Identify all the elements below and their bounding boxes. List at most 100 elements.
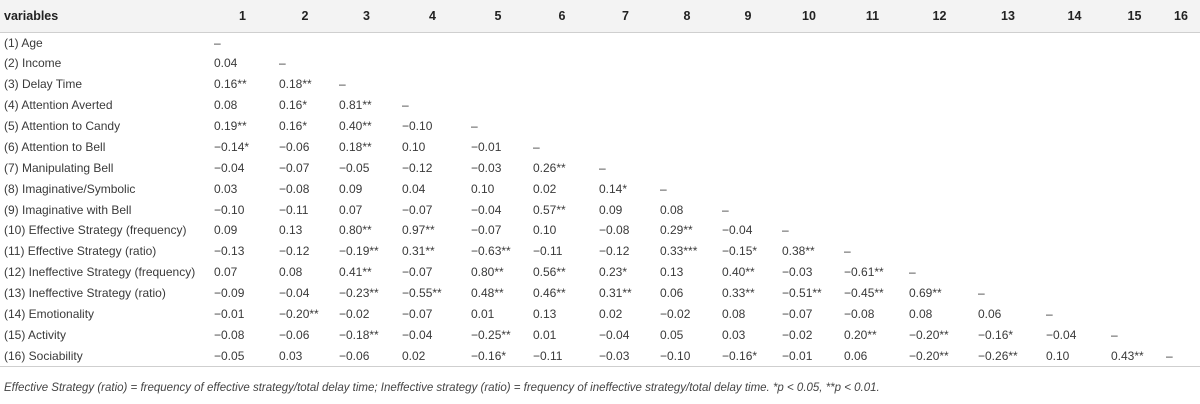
correlation-cell xyxy=(778,116,840,137)
correlation-cell xyxy=(718,74,778,95)
correlation-cell xyxy=(778,136,840,157)
correlation-cell xyxy=(275,32,335,53)
correlation-cell xyxy=(1042,136,1107,157)
correlation-cell: 0.97** xyxy=(402,223,435,238)
correlation-cell xyxy=(529,53,595,74)
correlation-cell xyxy=(1042,283,1107,304)
column-header-15: 15 xyxy=(1107,0,1162,33)
correlation-cell: 0.40** xyxy=(722,265,755,280)
correlation-cell: 0.02 xyxy=(398,345,467,367)
correlation-cell xyxy=(1162,74,1200,95)
correlation-cell xyxy=(905,53,974,74)
correlation-cell xyxy=(718,116,778,137)
variable-label: (2) Income xyxy=(4,56,62,71)
correlation-cell: −0.05 xyxy=(339,160,370,175)
correlation-cell xyxy=(529,95,595,116)
correlation-cell: 0.18** xyxy=(279,77,312,92)
correlation-cell xyxy=(905,136,974,157)
correlation-cell xyxy=(974,116,1042,137)
correlation-cell: – xyxy=(1111,327,1118,342)
variable-label: (10) Effective Strategy (frequency) xyxy=(4,223,187,238)
correlation-cell: 0.03 xyxy=(214,181,238,196)
correlation-cell xyxy=(656,136,718,157)
correlation-cell xyxy=(1107,178,1162,199)
correlation-cell xyxy=(595,136,656,157)
correlation-cell: 0.33** xyxy=(722,286,755,301)
correlation-cell xyxy=(718,53,778,74)
table-row: (7) Manipulating Bell −0.04 −0.07 −0.05 −0.1… xyxy=(0,157,1200,178)
correlation-cell: −0.04 xyxy=(214,160,245,175)
table-row: (9) Imaginative with Bell −0.10 −0.11 0.07 −… xyxy=(0,199,1200,220)
correlation-cell xyxy=(974,220,1042,241)
correlation-cell: 0.08 xyxy=(279,265,303,280)
correlation-cell: −0.23** xyxy=(339,286,379,301)
correlation-cell: 0.02 xyxy=(599,307,623,322)
column-header-4: 4 xyxy=(398,0,467,33)
correlation-cell: 0.31** xyxy=(402,244,435,259)
correlation-cell xyxy=(974,74,1042,95)
correlation-cell xyxy=(905,116,974,137)
correlation-cell xyxy=(1162,304,1200,325)
correlation-cell: 0.48** xyxy=(471,286,504,301)
correlation-cell: 0.06 xyxy=(840,345,905,367)
correlation-cell: – xyxy=(533,139,540,154)
table-row: (13) Ineffective Strategy (ratio) −0.09 −0… xyxy=(0,283,1200,304)
correlation-cell: −0.06 xyxy=(279,327,310,342)
correlation-cell xyxy=(718,95,778,116)
correlation-cell: 0.18** xyxy=(339,139,372,154)
correlation-cell: −0.16* xyxy=(978,327,1014,342)
correlation-cell: −0.06 xyxy=(335,345,398,367)
correlation-cell xyxy=(1107,283,1162,304)
correlation-cell: 0.09 xyxy=(599,202,623,217)
correlation-cell: −0.04 xyxy=(722,223,753,238)
correlation-cell: 0.38** xyxy=(782,244,815,259)
correlation-cell: 0.10 xyxy=(533,223,557,238)
correlation-cell: −0.16* xyxy=(718,345,778,367)
variable-label: (1) Age xyxy=(4,35,43,50)
correlation-cell: −0.20** xyxy=(909,327,949,342)
correlation-cell xyxy=(1162,136,1200,157)
correlation-cell: – xyxy=(844,244,851,259)
table-row: (16) Sociability −0.05 0.03 −0.06 0.02 −0.16*… xyxy=(0,345,1200,367)
correlation-cell xyxy=(905,157,974,178)
column-header-2: 2 xyxy=(275,0,335,33)
correlation-cell xyxy=(1042,95,1107,116)
correlation-cell: −0.19** xyxy=(339,244,379,259)
variable-label: (15) Activity xyxy=(4,327,67,342)
correlation-cell xyxy=(1042,157,1107,178)
correlation-cell xyxy=(840,199,905,220)
correlation-cell xyxy=(595,74,656,95)
correlation-cell xyxy=(1107,262,1162,283)
correlation-cell: −0.08 xyxy=(844,307,875,322)
correlation-cell xyxy=(974,32,1042,53)
correlation-cell xyxy=(905,178,974,199)
correlation-cell: −0.03 xyxy=(782,265,813,280)
variable-label: (8) Imaginative/Symbolic xyxy=(4,181,136,196)
column-header-12: 12 xyxy=(905,0,974,33)
correlation-cell: −0.14* xyxy=(214,139,250,154)
correlation-cell xyxy=(656,157,718,178)
correlation-cell: – xyxy=(471,119,478,133)
column-header-8: 8 xyxy=(656,0,718,33)
correlation-cell: −0.10 xyxy=(402,119,433,133)
table-row: (4) Attention Averted 0.08 0.16* 0.81** – xyxy=(0,95,1200,116)
variable-label: (16) Sociability xyxy=(0,345,210,367)
correlation-cell xyxy=(1162,53,1200,74)
correlation-cell xyxy=(1107,220,1162,241)
correlation-cell xyxy=(1042,178,1107,199)
correlation-cell: – xyxy=(660,181,667,196)
correlation-cell xyxy=(335,53,398,74)
correlation-cell: 0.16* xyxy=(279,98,308,113)
correlation-cell: 0.01 xyxy=(471,307,495,322)
correlation-cell: −0.15* xyxy=(722,244,758,259)
correlation-cell: 0.05 xyxy=(660,327,684,342)
correlation-cell: −0.08 xyxy=(214,327,245,342)
variable-label: (3) Delay Time xyxy=(4,77,83,92)
correlation-cell: 0.26** xyxy=(533,160,566,175)
correlation-cell: −0.07 xyxy=(402,307,433,322)
correlation-cell: −0.07 xyxy=(402,265,433,280)
correlation-cell xyxy=(1162,32,1200,53)
correlation-table: variables 1 2 3 4 5 6 7 8 9 10 11 12 13 14 15 16 (1) Age… xyxy=(0,0,1200,367)
correlation-cell: −0.51** xyxy=(782,286,822,301)
